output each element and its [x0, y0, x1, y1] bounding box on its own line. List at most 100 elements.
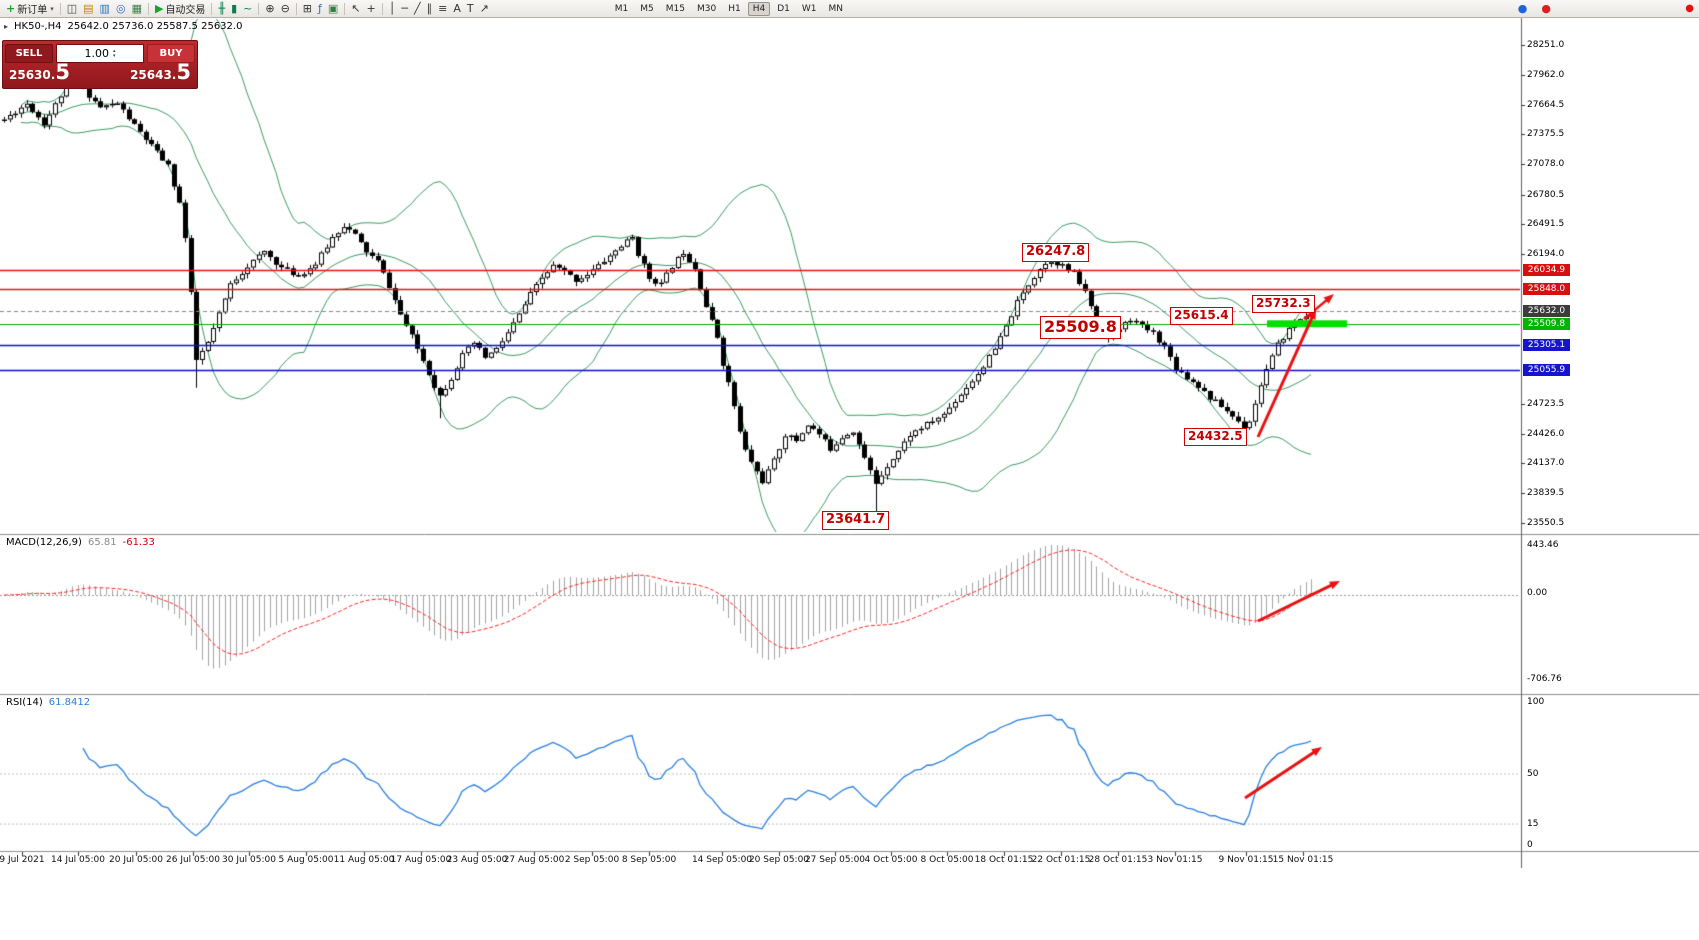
trendline-button[interactable]: ╱ [411, 2, 424, 15]
text-button[interactable]: A [450, 2, 464, 15]
label-button[interactable]: T [464, 2, 477, 15]
timeframe-m5[interactable]: M5 [640, 3, 654, 14]
bar-chart-button[interactable]: ╫ [215, 2, 228, 15]
alerts-button[interactable]: ● [1538, 2, 1554, 15]
horizontal-line-button[interactable]: ─ [398, 2, 411, 15]
volume-value: 1.00 [84, 47, 109, 60]
price-callout[interactable]: 25615.4 [1170, 307, 1233, 325]
charts-window-button[interactable]: ◫ [64, 2, 80, 15]
line-chart-button[interactable]: ~ [240, 2, 255, 15]
chart-title: ▸ HK50-,H4 25642.0 25736.0 25587.5 25632… [4, 21, 242, 32]
arrows-tool-icon: ↗ [479, 2, 489, 15]
community-button[interactable]: ● [1515, 2, 1531, 15]
buy-price-small: 25643. [130, 67, 177, 82]
time-axis-label: 9 Jul 2021 [0, 855, 45, 865]
new-order-label: 新订单 [17, 5, 48, 16]
candlestick-chart-button[interactable]: ▮ [228, 2, 240, 15]
time-axis-label: 30 Jul 05:00 [222, 855, 276, 865]
tile-windows-button[interactable]: ⊞ [300, 2, 315, 15]
one-click-trading-panel: SELL 1.00 ▴ ▾ BUY 25630. 5 25643. 5 [2, 40, 198, 89]
chart-tools-group: ╫ ▮ ~ ⊕ ⊖ ⊞ ƒ ▣ ↖ + │ ─ ╱ ∥ ≡ A T ↗ [215, 2, 491, 15]
macd-signal-value: -61.33 [122, 537, 155, 548]
sell-price-big: 5 [55, 60, 70, 84]
price-badge: 25632.0 [1523, 305, 1570, 318]
indicators-button[interactable]: ƒ [315, 2, 325, 15]
cursor-button[interactable]: ↖ [348, 2, 363, 15]
sell-price[interactable]: 25630. 5 [9, 60, 70, 84]
timeframe-d1[interactable]: D1 [777, 3, 790, 14]
arrows-tool-button[interactable]: ↗ [477, 2, 492, 15]
price-axis-label: 26194.0 [1527, 249, 1565, 260]
buy-button[interactable]: BUY [147, 44, 195, 63]
price-callout[interactable]: 26247.8 [1022, 243, 1090, 262]
macd-main-value: 65.81 [87, 537, 117, 548]
autotrading-button[interactable]: ▶ 自动交易 [152, 0, 208, 17]
toolbar-separator [295, 2, 297, 15]
channel-button[interactable]: ∥ [424, 2, 436, 15]
sell-price-small: 25630. [9, 67, 56, 82]
alerts-icon: ● [1541, 2, 1551, 15]
timeframe-w1[interactable]: W1 [801, 3, 817, 14]
buy-price[interactable]: 25643. 5 [130, 62, 191, 83]
time-axis-label: 20 Jul 05:00 [109, 855, 163, 865]
zoom-out-icon: ⊖ [280, 2, 290, 15]
new-order-button[interactable]: + 新订单 ▾ [3, 0, 57, 17]
macd-axis-label: 443.46 [1527, 540, 1559, 550]
time-axis-label: 2 Sep 05:00 [564, 855, 620, 865]
volume-input[interactable]: 1.00 ▴ ▾ [56, 44, 144, 63]
new-order-icon: + [6, 2, 16, 15]
time-axis-label: 22 Oct 01:15 [1031, 855, 1091, 865]
channel-icon: ∥ [426, 2, 433, 15]
time-axis-label: 8 Oct 05:00 [920, 855, 974, 865]
price-axis-label: 27962.0 [1527, 69, 1565, 80]
line-chart-icon: ~ [243, 2, 253, 15]
price-callout[interactable]: 25732.3 [1252, 295, 1315, 313]
price-callout[interactable]: 24432.5 [1184, 428, 1247, 446]
fibonacci-button[interactable]: ≡ [435, 2, 450, 15]
notification-dot[interactable]: ● [1685, 3, 1694, 14]
timeframe-mn[interactable]: MN [828, 3, 844, 14]
vertical-line-icon: │ [388, 2, 396, 15]
price-axis-label: 24137.0 [1527, 458, 1565, 469]
templates-button[interactable]: ▣ [325, 2, 341, 15]
rsi-axis-label: 50 [1527, 768, 1539, 779]
horizontal-line-icon: ─ [401, 2, 408, 15]
volume-spinner[interactable]: ▴ ▾ [112, 47, 116, 59]
crosshair-button[interactable]: + [364, 2, 379, 15]
charts-window-icon: ◫ [66, 2, 78, 15]
templates-icon: ▣ [327, 2, 339, 15]
timeframe-h4[interactable]: H4 [747, 1, 771, 16]
autotrading-label: 自动交易 [165, 5, 206, 16]
price-axis-label: 27078.0 [1527, 159, 1565, 170]
navigator-button[interactable]: ◎ [113, 2, 129, 15]
macd-axis-label: -706.76 [1527, 674, 1562, 684]
spinner-down-icon[interactable]: ▾ [112, 52, 116, 59]
spinner-up-icon[interactable]: ▴ [112, 47, 116, 54]
time-axis-label: 27 Aug 05:00 [503, 855, 565, 865]
rsi-value: 61.8412 [48, 697, 91, 708]
time-axis-label: 5 Aug 05:00 [278, 855, 334, 865]
price-axis-label: 24723.5 [1527, 398, 1565, 409]
timeframe-h1[interactable]: H1 [728, 3, 741, 14]
timeframe-m1[interactable]: M1 [614, 3, 629, 14]
time-axis-label: 26 Jul 05:00 [166, 855, 220, 865]
zoom-in-button[interactable]: ⊕ [262, 2, 277, 15]
profiles-button[interactable]: ▤ [80, 2, 96, 15]
sell-button[interactable]: SELL [5, 44, 53, 63]
market-watch-button[interactable]: ▥ [97, 2, 113, 15]
price-axis-label: 26780.5 [1527, 189, 1565, 200]
time-axis-label: 8 Sep 05:00 [621, 855, 677, 865]
terminal-button[interactable]: ▦ [129, 2, 145, 15]
macd-header: MACD(12,26,9) 65.81 -61.33 [6, 537, 155, 548]
timeframe-m30[interactable]: M30 [697, 3, 717, 14]
time-axis-label: 27 Sep 05:00 [804, 855, 866, 865]
trendline-icon: ╱ [413, 2, 421, 15]
zoom-out-button[interactable]: ⊖ [278, 2, 293, 15]
timeframe-m15[interactable]: M15 [665, 3, 686, 14]
price-callout[interactable]: 25509.8 [1040, 316, 1121, 339]
price-callout[interactable]: 23641.7 [822, 511, 890, 530]
macd-axis-label: 0.00 [1527, 588, 1548, 598]
vertical-line-button[interactable]: │ [386, 2, 399, 15]
community-icon: ● [1517, 2, 1528, 15]
